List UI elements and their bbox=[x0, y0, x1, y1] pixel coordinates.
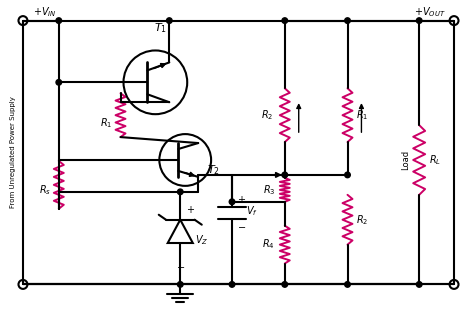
Text: $+$: $+$ bbox=[237, 194, 246, 205]
Circle shape bbox=[177, 281, 183, 287]
Circle shape bbox=[229, 281, 235, 287]
Circle shape bbox=[56, 80, 62, 85]
Text: $+V_{IN}$: $+V_{IN}$ bbox=[33, 5, 57, 19]
Text: $R_3$: $R_3$ bbox=[263, 183, 275, 197]
Circle shape bbox=[282, 18, 288, 23]
Circle shape bbox=[166, 18, 172, 23]
Text: $R_s$: $R_s$ bbox=[39, 183, 51, 197]
Circle shape bbox=[56, 18, 62, 23]
Text: $R_1$: $R_1$ bbox=[356, 108, 369, 122]
Text: $V_Z$: $V_Z$ bbox=[195, 233, 209, 246]
Circle shape bbox=[282, 172, 288, 178]
Text: $R_1$: $R_1$ bbox=[100, 116, 113, 130]
Circle shape bbox=[345, 18, 350, 23]
Circle shape bbox=[345, 281, 350, 287]
Text: $R_2$: $R_2$ bbox=[261, 108, 273, 122]
Circle shape bbox=[345, 172, 350, 178]
Text: $-$: $-$ bbox=[237, 221, 246, 231]
Circle shape bbox=[229, 199, 235, 205]
Text: $+$: $+$ bbox=[186, 204, 195, 215]
Text: $R_4$: $R_4$ bbox=[263, 238, 275, 251]
Text: $-$: $-$ bbox=[176, 260, 185, 271]
Text: $T_1$: $T_1$ bbox=[154, 22, 167, 35]
Text: From Unregulated Power Supply: From Unregulated Power Supply bbox=[10, 97, 16, 208]
Text: Load: Load bbox=[401, 150, 410, 170]
Text: $R_2$: $R_2$ bbox=[356, 213, 369, 227]
Text: $T_2$: $T_2$ bbox=[207, 163, 219, 177]
Circle shape bbox=[282, 281, 288, 287]
Circle shape bbox=[416, 281, 422, 287]
Circle shape bbox=[177, 189, 183, 195]
Text: $R_L$: $R_L$ bbox=[429, 153, 441, 167]
Text: $+V_{OUT}$: $+V_{OUT}$ bbox=[414, 5, 446, 19]
Circle shape bbox=[416, 18, 422, 23]
Text: $V_f$: $V_f$ bbox=[246, 204, 258, 218]
